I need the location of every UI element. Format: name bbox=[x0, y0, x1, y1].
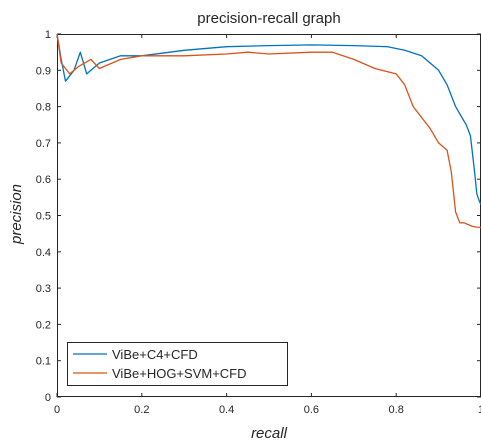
legend-label-2: ViBe+HOG+SVM+CFD bbox=[112, 366, 247, 381]
y-tick-label: 0.4 bbox=[36, 247, 51, 259]
y-tick-label: 0 bbox=[45, 392, 51, 404]
x-tick-label: 0.2 bbox=[134, 404, 149, 416]
plot-area: 0 0.2 0.4 0.6 0.8 1 0 0.1 0.2 0.3 0.4 0.5 0.6 0.7 0.8 0… bbox=[36, 29, 481, 416]
legend-label-1: ViBe+C4+CFD bbox=[112, 347, 198, 362]
x-tick-label: 0.4 bbox=[219, 404, 234, 416]
x-tick-label: 0.6 bbox=[304, 404, 319, 416]
y-tick-label: 0.1 bbox=[36, 356, 51, 368]
chart-title: precision-recall graph bbox=[197, 10, 340, 27]
y-tick-label: 0.7 bbox=[36, 138, 51, 150]
x-tick-label: 0 bbox=[54, 404, 60, 416]
x-tick-label: 1 bbox=[478, 404, 481, 416]
series-line-2 bbox=[56, 33, 481, 229]
plot-frame bbox=[57, 34, 481, 397]
y-tick-label: 0.8 bbox=[36, 102, 51, 114]
x-axis-title: recall bbox=[251, 425, 288, 442]
y-tick-label: 0.5 bbox=[36, 211, 51, 223]
y-tick-label: 0.3 bbox=[36, 283, 51, 295]
legend-box bbox=[67, 342, 288, 386]
y-axis-title: precision bbox=[8, 184, 25, 245]
y-tick-label: 0.6 bbox=[36, 174, 51, 186]
y-tick-label: 0.9 bbox=[36, 65, 51, 77]
y-tick-label: 0.2 bbox=[36, 319, 51, 331]
x-tick-label: 0.8 bbox=[389, 404, 404, 416]
y-tick-label: 1 bbox=[45, 29, 51, 41]
